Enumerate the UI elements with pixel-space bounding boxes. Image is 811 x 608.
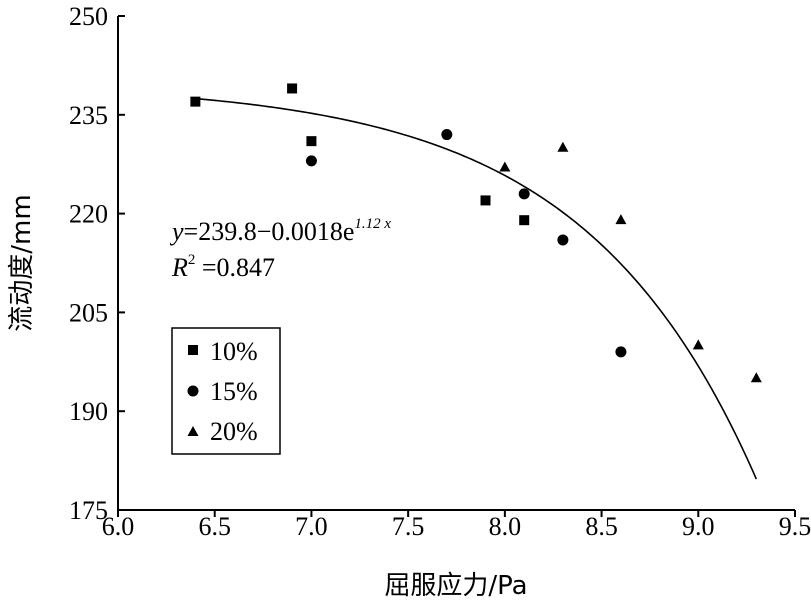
x-tick-label: 6.0	[102, 512, 135, 541]
r2-value: =0.847	[195, 253, 275, 282]
y-tick-label: 250	[69, 2, 108, 31]
axes	[117, 16, 795, 511]
equation-main: =239.8−0.0018e	[184, 217, 355, 246]
equation-exponent: 1.12 x	[354, 216, 391, 232]
legend-label-20: 20%	[210, 417, 258, 446]
legend-marker-triangle	[187, 426, 199, 436]
data-point-square	[190, 96, 201, 107]
y-tick-label: 220	[69, 200, 108, 229]
x-tick-label: 8.5	[585, 512, 618, 541]
y-tick-label: 175	[69, 496, 108, 525]
x-tick-label: 7.0	[295, 512, 328, 541]
data-point-square	[306, 136, 317, 147]
data-point-square	[287, 83, 298, 94]
data-point-triangle	[692, 339, 704, 350]
legend-marker-circle	[187, 385, 199, 397]
legend-marker-square	[188, 345, 198, 355]
r2-superscript: 2	[188, 252, 196, 268]
data-point-circle	[441, 129, 453, 141]
x-tick-label: 8.0	[489, 512, 522, 541]
data-point-triangle	[750, 372, 762, 383]
data-point-triangle	[615, 214, 627, 225]
svg-text:y=239.8−0.0018e1.12 x: y=239.8−0.0018e1.12 x	[169, 216, 391, 246]
x-tick-label: 9.5	[779, 512, 811, 541]
fit-equation: y=239.8−0.0018e1.12 x R2 =0.847	[169, 216, 391, 282]
fit-curve-group	[195, 97, 758, 480]
x-tick-label: 7.5	[392, 512, 425, 541]
equation-y-symbol: y	[169, 217, 184, 246]
data-point-circle	[557, 234, 569, 246]
data-point-square	[480, 195, 491, 206]
data-point-triangle	[557, 141, 569, 152]
data-point-square	[519, 215, 530, 226]
y-tick-label: 190	[69, 397, 108, 426]
y-tick-label: 205	[69, 298, 108, 327]
data-points	[190, 83, 762, 383]
legend-box	[171, 327, 281, 455]
data-point-circle	[518, 188, 530, 200]
data-point-triangle	[499, 161, 511, 172]
ticks: 6.0 6.5 7.0 7.5 8.0 8.5 9.0 9.5 175 190 205 220 235 2…	[69, 2, 811, 541]
x-axis-title: 屈服应力/Pa	[384, 571, 527, 601]
x-tick-label: 9.0	[682, 512, 715, 541]
legend-label-10: 10%	[210, 337, 258, 366]
y-axis-title: 流动度/mm	[7, 194, 37, 331]
data-point-circle	[305, 155, 317, 167]
legend-label-15: 15%	[210, 377, 258, 406]
legend: 10% 15% 20%	[171, 327, 281, 455]
svg-text:R2 =0.847: R2 =0.847	[171, 252, 275, 282]
fit-curve	[195, 97, 758, 480]
r2-symbol: R	[171, 253, 188, 282]
x-tick-label: 6.5	[198, 512, 231, 541]
y-tick-label: 235	[69, 101, 108, 130]
data-point-circle	[615, 346, 627, 358]
